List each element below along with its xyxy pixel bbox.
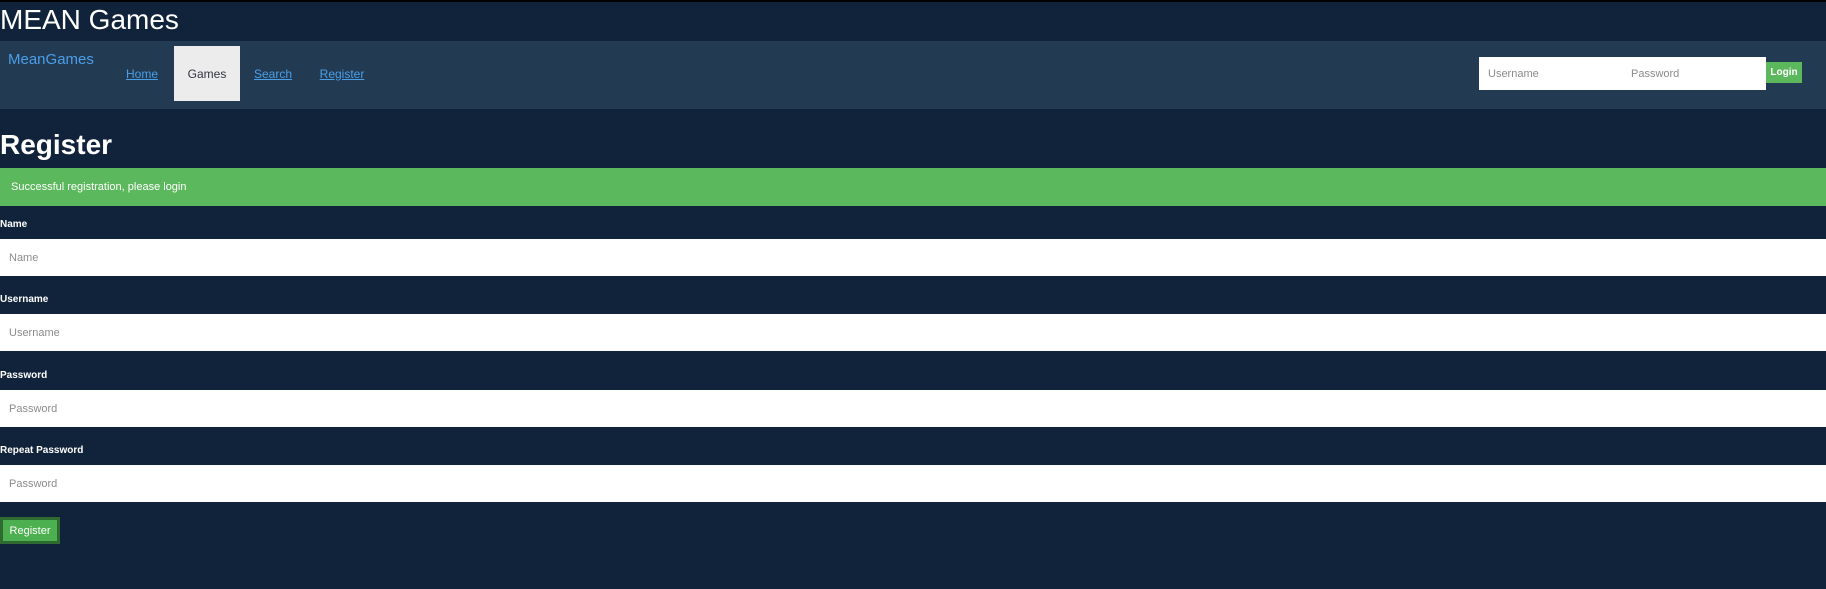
name-input[interactable]: [0, 239, 1826, 276]
username-input[interactable]: [0, 314, 1826, 351]
repeat-password-label: Repeat Password: [0, 445, 84, 456]
name-label: Name: [0, 219, 28, 230]
nav-item-games[interactable]: Games: [174, 46, 240, 101]
nav-item-register[interactable]: Register: [319, 66, 365, 81]
success-alert: Successful registration, please login: [0, 168, 1826, 206]
password-label: Password: [0, 370, 48, 381]
site-title: MEAN Games: [0, 4, 179, 35]
page-title: Register: [0, 129, 113, 160]
nav-item-home[interactable]: Home: [125, 66, 158, 81]
login-form: [1479, 57, 1766, 90]
login-password-input[interactable]: [1622, 57, 1766, 90]
nav-item-search[interactable]: Search: [253, 66, 293, 81]
repeat-password-input[interactable]: [0, 465, 1826, 502]
username-label: Username: [0, 294, 49, 305]
navbar-brand[interactable]: MeanGames: [8, 51, 94, 68]
login-button[interactable]: Login: [1766, 62, 1802, 83]
top-border: [0, 0, 1826, 2]
password-input[interactable]: [0, 390, 1826, 427]
login-username-input[interactable]: [1479, 57, 1622, 90]
register-button[interactable]: Register: [0, 517, 60, 544]
navbar: MeanGames Home Games Search Register Log…: [0, 41, 1826, 109]
